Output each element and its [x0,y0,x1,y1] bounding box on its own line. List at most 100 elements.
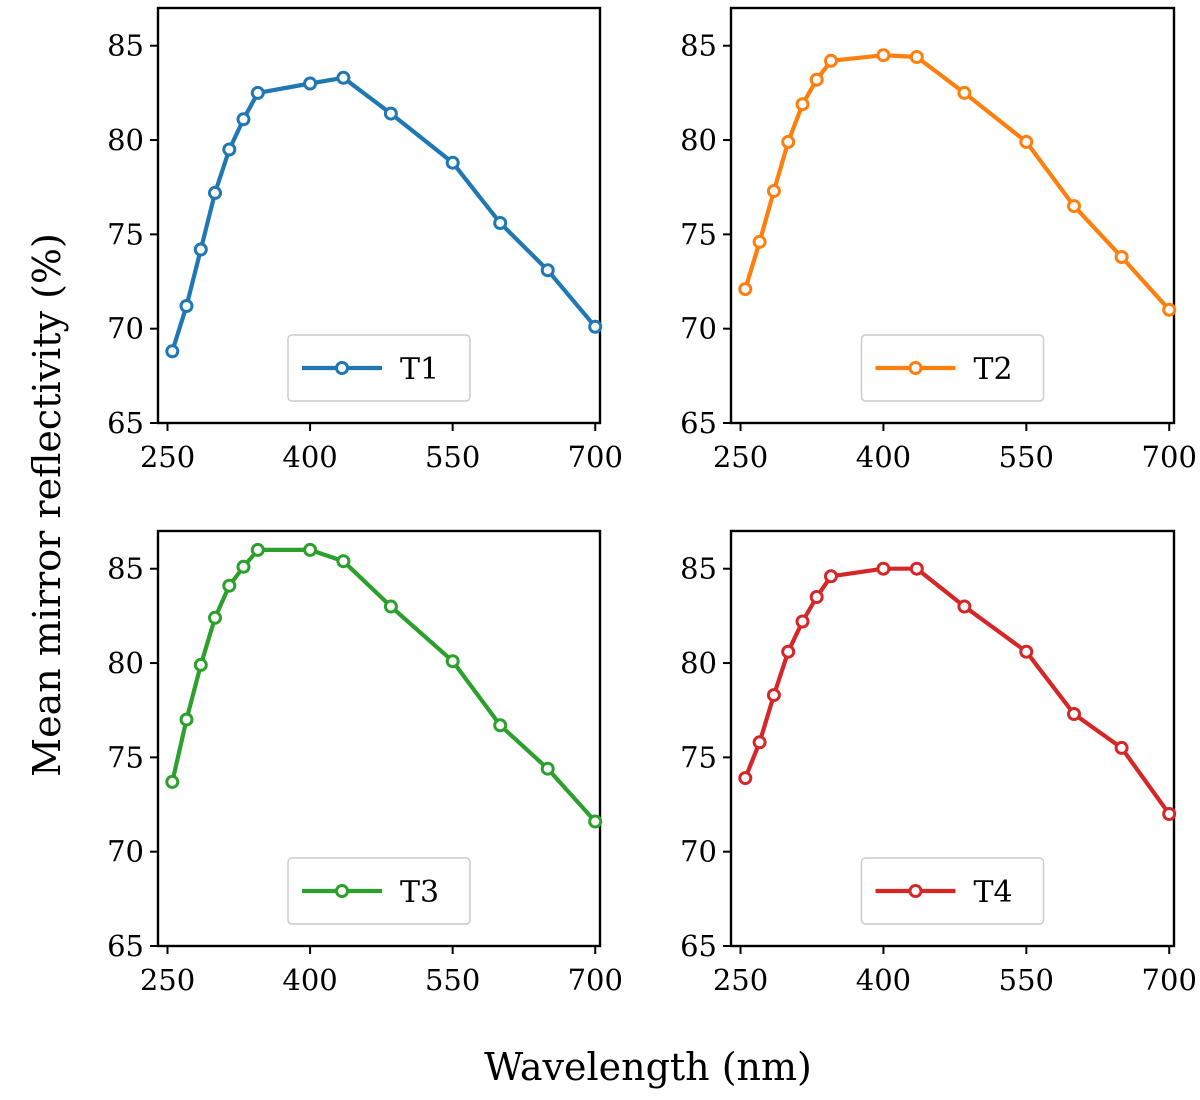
series-line-t2 [743,53,1172,312]
data-point [766,184,781,198]
data-point [809,590,824,604]
data-point [383,106,398,121]
subplot-t3: 65 70 75 80 85 250 400 550 700 T3 [107,529,623,997]
x-tick-label: 250 [140,963,195,997]
data-point [909,50,924,64]
legend-label: T4 [974,875,1013,910]
data-point [1114,250,1129,264]
legend: T4 [860,857,1045,925]
data-point [179,299,194,313]
data-point [540,761,555,776]
subplot-t2: 65 70 75 80 85 250 400 550 700 T2 [680,6,1197,474]
x-tick-label: 250 [713,440,768,474]
data-point [222,142,237,157]
data-point [165,344,180,359]
data-point [1019,134,1034,149]
data-point [208,185,222,200]
data-point [824,53,838,68]
y-tick-label: 75 [107,740,144,774]
legend-label: T3 [400,875,439,910]
y-tick-label: 85 [680,552,717,586]
legend: T2 [860,334,1045,402]
data-point [336,554,351,569]
y-tick-label: 80 [107,123,144,157]
data-point [493,718,508,733]
data-point [303,542,318,557]
x-tick-label: 700 [568,440,623,474]
legend-marker [335,884,349,898]
legend: T3 [287,857,471,925]
x-axis-title: Wavelength (nm) [484,1045,812,1089]
x-tick-label: 400 [282,963,337,997]
data-point [1019,644,1034,659]
y-tick-label: 70 [680,835,717,869]
axes-frame [729,529,1176,948]
data-point [193,657,208,672]
legend-marker [335,361,349,375]
data-point [179,712,194,727]
data-point [493,216,508,230]
data-point [1067,707,1081,721]
data-point [1162,302,1177,317]
legend-label: T2 [974,352,1013,387]
data-point [588,814,603,829]
y-tick-label: 85 [107,29,144,63]
data-point [303,76,318,91]
data-point [1067,199,1081,214]
data-point [250,542,265,557]
data-point [957,85,972,100]
x-tick-label: 550 [425,440,480,474]
y-tick-label: 65 [680,929,717,963]
y-tick-label: 70 [680,312,717,346]
subplot-t4: 65 70 75 80 85 250 400 550 700 T4 [680,529,1197,997]
data-point [588,319,603,334]
y-tick-label: 85 [107,552,144,586]
x-tick-label: 700 [1142,440,1197,474]
x-tick-label: 400 [856,963,911,997]
data-point [222,578,237,593]
y-tick-label: 75 [680,740,717,774]
y-tick-label: 70 [107,835,144,869]
axes-frame [729,6,1176,425]
data-point [383,599,398,614]
data-point [336,70,351,85]
data-point [824,569,838,584]
data-point [738,771,753,786]
data-point [781,134,796,149]
data-point [781,644,796,659]
y-tick-label: 70 [107,312,144,346]
data-point [752,234,767,249]
data-point [1162,807,1177,821]
x-tick-label: 550 [999,963,1054,997]
data-point [876,561,891,576]
y-tick-label: 85 [680,29,717,63]
data-point [208,610,222,625]
legend-label: T1 [400,352,439,387]
series-line-t1 [170,75,598,354]
data-point [445,654,460,669]
data-point [236,559,251,574]
data-point [957,599,972,614]
y-tick-label: 65 [680,406,717,440]
legend-marker [908,361,923,375]
x-tick-label: 400 [282,440,337,474]
x-tick-label: 400 [856,440,911,474]
data-point [909,561,924,576]
y-tick-label: 65 [107,406,144,440]
series-line-t4 [743,566,1172,817]
x-tick-label: 250 [140,440,195,474]
data-point [540,263,555,278]
data-point [752,735,767,750]
legend: T1 [287,334,471,402]
y-tick-label: 80 [680,123,717,157]
x-tick-label: 700 [1142,963,1197,997]
x-tick-label: 550 [425,963,480,997]
data-point [809,72,824,87]
data-point [236,112,251,127]
y-axis-title: Mean mirror reflectivity (%) [25,233,69,777]
data-point [795,614,810,629]
x-tick-label: 550 [999,440,1054,474]
y-tick-label: 80 [680,646,717,680]
